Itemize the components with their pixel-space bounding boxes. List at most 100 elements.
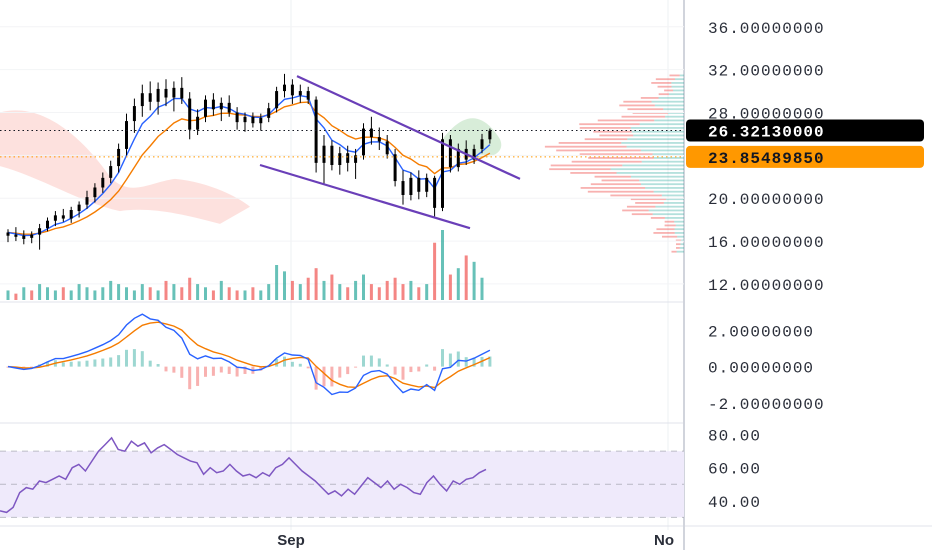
candle-body[interactable] [101,177,105,188]
candle-body[interactable] [196,116,200,130]
ma-price-tag[interactable] [686,145,924,168]
candle-body[interactable] [243,116,247,123]
candle-body[interactable] [306,91,310,100]
candle-body[interactable] [480,139,484,149]
macd-histogram-bar [235,366,239,377]
candle-body[interactable] [488,130,492,140]
candle-body[interactable] [251,116,255,124]
rsi-line [0,436,487,514]
candle-body[interactable] [30,234,34,238]
candle-body[interactable] [6,232,10,236]
candle-body[interactable] [14,234,18,237]
macd-histogram-bar [204,366,207,377]
candle-body[interactable] [117,148,121,167]
candle-body[interactable] [393,154,397,182]
candle-body[interactable] [172,87,176,98]
candle-body[interactable] [456,148,460,168]
candle-body[interactable] [109,166,113,178]
candle-body[interactable] [46,220,49,229]
candle-body[interactable] [417,177,421,192]
time-axis-labels[interactable]: Sep No [277,532,674,549]
volume-profile-down-row [549,168,611,171]
candle-body[interactable] [61,215,65,219]
candle-body[interactable] [425,177,429,192]
candle-body[interactable] [290,84,294,96]
volume-bar [93,290,97,300]
candle-body[interactable] [180,87,184,99]
candle-body[interactable] [164,88,168,98]
candle-body[interactable] [369,128,373,138]
candle-body[interactable] [156,88,160,102]
channel-drawing[interactable] [0,75,684,230]
candle-body[interactable] [211,99,215,110]
volume-profile-up-row [671,85,684,88]
volume-profile-down-row [610,194,662,197]
candle-body[interactable] [140,93,144,107]
candle-body[interactable] [362,128,365,156]
candle-body[interactable] [267,108,271,118]
candle-body[interactable] [409,177,413,195]
price-tick-label: 12.00000000 [708,277,825,295]
candle-body[interactable] [401,181,405,195]
candle-body[interactable] [22,235,26,239]
macd-histogram-bar [85,360,89,367]
candle-body[interactable] [448,139,452,168]
volume-bar [132,290,136,300]
candle-body[interactable] [314,99,318,163]
candle-body[interactable] [275,91,279,109]
volume-profile-down-row [676,243,681,246]
last-price-tag[interactable] [686,119,924,142]
candle-body[interactable] [441,139,444,208]
volume-profile-down-row [593,130,632,133]
candle-body[interactable] [259,117,263,124]
candle-body[interactable] [188,98,192,130]
volume-bar [188,277,192,300]
candle-body[interactable] [85,197,89,205]
volume-profile-down-row [558,142,622,144]
volume-profile-up-row [641,160,684,163]
candle-body[interactable] [346,153,350,163]
price-axis-labels[interactable]: 36.0000000032.0000000028.0000000024.0000… [686,20,924,512]
candle-body[interactable] [472,148,476,160]
candle-body[interactable] [132,106,136,122]
candle-body[interactable] [77,204,81,212]
candle-body[interactable] [125,121,128,149]
candle-body[interactable] [204,99,207,117]
channel-lower-line[interactable] [259,163,471,230]
candle-body[interactable] [338,153,342,165]
candle-body[interactable] [235,112,239,123]
volume-bar [164,280,168,300]
candle-body[interactable] [69,210,73,219]
volume-profile-up-row [622,164,684,167]
volume-profile-up-row [677,235,684,238]
channel-upper-line[interactable] [296,75,521,180]
candle-body[interactable] [330,145,334,165]
volume-profile-down-row [664,224,676,227]
candle-body[interactable] [219,102,223,110]
candle-body[interactable] [148,93,152,102]
volume-profile-up-row [655,205,684,208]
candle-body[interactable] [377,137,381,142]
candle-body[interactable] [433,177,437,208]
volume-bar [401,284,405,300]
volume-profile-down-row [601,179,640,182]
macd-indicator[interactable] [6,313,492,396]
volume-profile-down-row [587,190,654,193]
candle-body[interactable] [354,155,358,163]
candle-body[interactable] [38,228,42,235]
volume-profile-down-row [658,93,669,96]
volume-profile-up-row [640,149,684,152]
candle-body[interactable] [53,215,57,221]
volume-bar [354,280,358,300]
rsi-tick-label: 60.00 [708,461,761,479]
candle-body[interactable] [322,145,326,163]
volume-profile-down-row [651,82,672,84]
candle-body[interactable] [227,102,231,113]
candle-body[interactable] [93,187,97,198]
candle-body[interactable] [385,141,389,155]
rsi-indicator[interactable] [0,436,684,518]
candles[interactable] [6,73,492,250]
candle-body[interactable] [283,84,286,92]
candle-body[interactable] [298,91,302,96]
